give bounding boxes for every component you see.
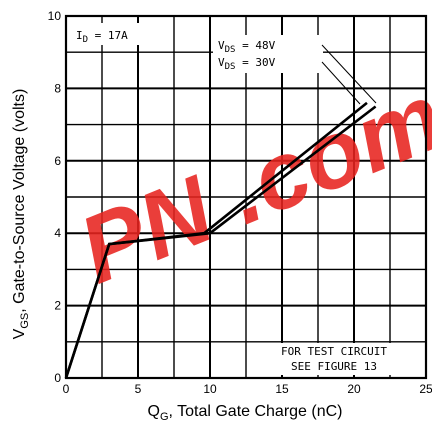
y-tick-label: 10	[48, 9, 62, 23]
series-line-vds-30v	[64, 101, 368, 379]
watermark: PN .com	[65, 64, 432, 305]
test-circuit-line2: SEE FIGURE 13	[291, 360, 377, 373]
y-axis-title: VGS, Gate-to-Source Voltage (volts)	[11, 89, 31, 340]
x-tick-label: 20	[347, 382, 361, 396]
watermark-text: PN .com	[65, 64, 432, 305]
id-label: ID = 17A	[76, 29, 128, 45]
legend-vds-48: VDS = 48V	[218, 39, 276, 55]
id-annotation: ID = 17A	[70, 23, 160, 45]
y-tick-labels: 0 2 4 6 8 10	[48, 9, 62, 385]
y-tick-label: 0	[54, 371, 61, 385]
x-tick-label: 25	[419, 382, 432, 396]
y-tick-label: 4	[54, 226, 61, 240]
x-tick-label: 5	[135, 382, 142, 396]
leader-line-48	[321, 44, 377, 104]
vds-legend: VDS = 48V VDS = 30V	[213, 35, 377, 105]
series-group	[64, 101, 377, 379]
x-axis-title: QG, Total Gate Charge (nC)	[147, 403, 342, 423]
test-circuit-line1: FOR TEST CIRCUIT	[281, 345, 387, 358]
x-tick-labels: 0 5 10 15 20 25	[63, 382, 432, 396]
legend-vds-30: VDS = 30V	[218, 56, 276, 72]
leader-line-30	[321, 61, 361, 105]
plot-frame	[64, 14, 428, 380]
x-tick-label: 10	[203, 382, 217, 396]
x-tick-label: 15	[275, 382, 289, 396]
y-tick-label: 2	[54, 299, 61, 313]
test-circuit-note: FOR TEST CIRCUIT SEE FIGURE 13	[262, 343, 404, 375]
x-tick-label: 0	[63, 382, 70, 396]
y-tick-label: 8	[54, 81, 61, 95]
y-tick-label: 6	[54, 154, 61, 168]
